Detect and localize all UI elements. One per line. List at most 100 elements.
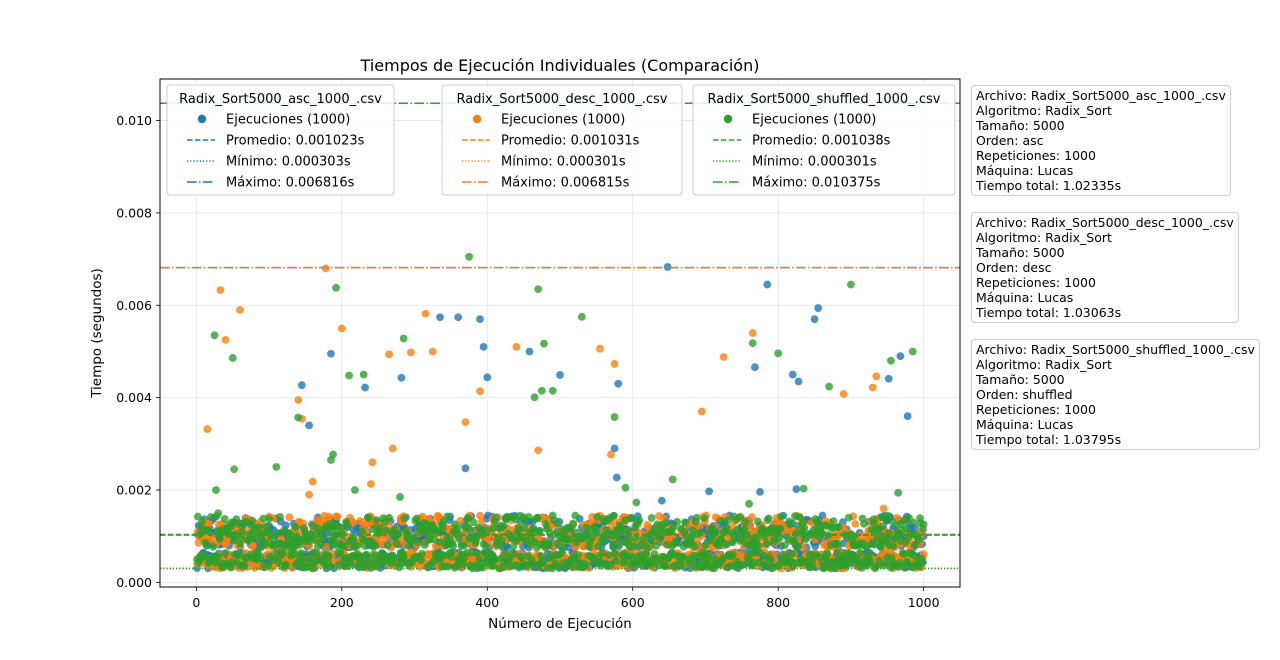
data-point — [655, 534, 664, 543]
data-point — [865, 550, 874, 559]
data-point — [850, 532, 859, 541]
data-point — [600, 535, 609, 543]
data-point — [839, 390, 848, 398]
data-point — [358, 527, 367, 536]
data-point — [255, 523, 263, 531]
data-point — [461, 418, 470, 427]
data-point — [369, 550, 378, 558]
x-tick-label: 1000 — [908, 595, 940, 610]
data-point — [479, 530, 487, 539]
data-point — [539, 558, 548, 567]
data-point — [814, 304, 823, 312]
legend-2: Radix_Sort5000_desc_1000_.csv Ejecuciones… — [441, 84, 683, 196]
data-point — [399, 334, 408, 343]
data-point — [879, 504, 888, 513]
data-point — [371, 541, 380, 549]
data-point — [385, 513, 393, 522]
data-point — [212, 486, 220, 494]
legend-marker — [723, 114, 733, 124]
data-point — [375, 524, 384, 533]
data-point — [285, 513, 294, 522]
data-point — [721, 539, 729, 548]
info-tiempo-total: Tiempo total: 1.02335s — [976, 178, 1122, 193]
data-point — [879, 522, 887, 531]
legend-title: Radix_Sort5000_desc_1000_.csv — [456, 92, 667, 107]
data-point — [833, 539, 842, 548]
data-point — [611, 549, 620, 558]
data-point — [609, 511, 618, 520]
data-point — [263, 526, 272, 535]
data-point — [249, 541, 257, 550]
plot-area: 0 200 400 600 800 1000 0.0000.0020.0040.0060.… — [116, 78, 961, 610]
data-point — [325, 562, 334, 571]
data-point — [359, 370, 368, 379]
data-point — [729, 550, 737, 559]
data-point — [860, 519, 868, 528]
data-point — [788, 370, 797, 379]
data-point — [525, 347, 534, 356]
data-point — [414, 538, 423, 547]
data-point — [610, 413, 619, 421]
data-point — [240, 561, 249, 570]
legend-label-promedio: Promedio: 0.001023s — [226, 134, 365, 149]
data-point — [476, 511, 484, 520]
data-point — [614, 379, 623, 388]
x-tick-label: 600 — [621, 595, 645, 610]
legend-label-promedio: Promedio: 0.001031s — [501, 134, 640, 149]
x-tick-label: 800 — [766, 595, 790, 610]
data-point — [847, 280, 855, 289]
data-point — [868, 383, 877, 392]
legend-title: Radix_Sort5000_shuffled_1000_.csv — [708, 92, 941, 107]
data-point — [513, 561, 521, 570]
y-tick-label: 0.000 — [116, 575, 152, 590]
data-point — [421, 309, 430, 318]
data-point — [364, 514, 373, 522]
data-point — [918, 559, 927, 567]
data-point — [475, 555, 484, 564]
data-point — [896, 352, 905, 360]
legend-title: Radix_Sort5000_asc_1000_.csv — [179, 92, 382, 107]
data-point — [473, 549, 481, 558]
info-box-desc: Archivo: Radix_Sort5000_desc_1000_.csv A… — [971, 212, 1239, 323]
data-point — [902, 524, 911, 533]
info-algoritmo: Algoritmo: Radix_Sort — [976, 357, 1112, 372]
data-point — [681, 518, 689, 527]
info-tamano: Tamaño: 5000 — [976, 372, 1065, 387]
data-point — [520, 523, 529, 532]
data-point — [724, 516, 732, 525]
data-point — [748, 329, 757, 337]
data-point — [444, 562, 452, 571]
data-point — [799, 484, 808, 493]
data-point — [644, 543, 652, 552]
data-point — [297, 556, 306, 564]
data-point — [443, 512, 452, 521]
data-point — [545, 539, 553, 548]
data-point — [909, 518, 918, 527]
data-point — [627, 514, 636, 523]
info-tamano: Tamaño: 5000 — [976, 118, 1065, 133]
data-point — [657, 496, 666, 505]
data-point — [631, 534, 640, 543]
data-point — [294, 413, 303, 422]
data-point — [454, 313, 463, 322]
data-point — [774, 349, 783, 358]
data-point — [553, 519, 561, 528]
legend-label-maximo: Máximo: 0.010375s — [752, 176, 881, 191]
data-point — [900, 550, 908, 559]
data-point — [221, 548, 230, 557]
data-point — [540, 339, 548, 348]
legend-label-minimo: Mínimo: 0.000303s — [226, 155, 351, 170]
data-point — [399, 552, 408, 561]
data-point — [435, 538, 444, 546]
data-point — [756, 487, 764, 496]
data-point — [862, 543, 871, 552]
info-tamano: Tamaño: 5000 — [976, 245, 1065, 260]
data-point — [237, 534, 246, 543]
data-point — [429, 557, 438, 566]
data-point — [792, 485, 801, 493]
data-point — [409, 533, 417, 542]
data-point — [914, 536, 923, 544]
info-tiempo-total: Tiempo total: 1.03795s — [976, 432, 1122, 447]
data-point — [479, 342, 488, 351]
